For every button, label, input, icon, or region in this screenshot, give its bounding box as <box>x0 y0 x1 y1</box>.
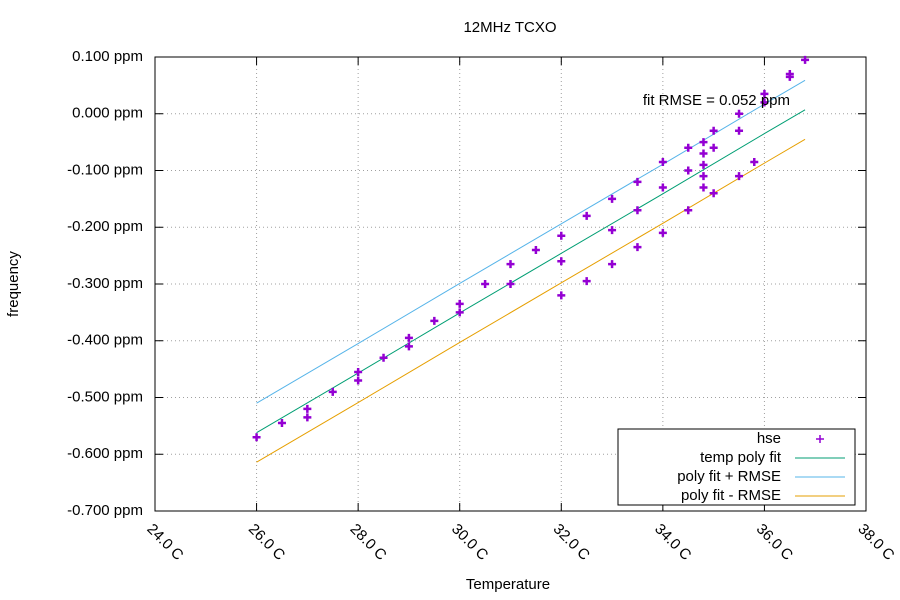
y-tick-label: -0.300 ppm <box>67 275 143 292</box>
annotation: fit RMSE = 0.052 ppm <box>643 92 790 109</box>
legend-swatch <box>816 435 824 443</box>
point <box>735 172 744 181</box>
y-tick-label: 0.100 ppm <box>72 48 143 65</box>
fit-line <box>256 138 806 463</box>
legend-label: poly fit + RMSE <box>677 468 781 485</box>
point <box>252 433 261 442</box>
chart-title: 12MHz TCXO <box>463 19 556 36</box>
point <box>404 342 413 351</box>
point <box>658 183 667 192</box>
y-tick-label: -0.100 ppm <box>67 161 143 178</box>
point <box>582 211 591 220</box>
x-tick-label: 32.0 C <box>550 521 593 564</box>
point <box>709 126 718 135</box>
x-tick-label: 34.0 C <box>651 521 694 564</box>
y-axis-label: frequency <box>5 251 22 317</box>
point <box>531 245 540 254</box>
y-tick-label: -0.200 ppm <box>67 218 143 235</box>
point <box>658 157 667 166</box>
x-tick-label: 38.0 C <box>854 521 897 564</box>
point <box>699 160 708 169</box>
point <box>699 149 708 158</box>
point <box>582 277 591 286</box>
x-tick-label: 26.0 C <box>245 521 288 564</box>
point <box>633 177 642 186</box>
point <box>735 109 744 118</box>
point <box>404 333 413 342</box>
point <box>379 353 388 362</box>
point <box>633 206 642 215</box>
point <box>455 299 464 308</box>
point <box>303 404 312 413</box>
y-tick-label: -0.400 ppm <box>67 332 143 349</box>
point <box>277 419 286 428</box>
point <box>557 291 566 300</box>
point <box>684 143 693 152</box>
x-tick-label: 28.0 C <box>347 521 390 564</box>
point <box>760 98 769 107</box>
point <box>785 72 794 81</box>
point <box>658 228 667 237</box>
point <box>699 138 708 147</box>
point <box>557 257 566 266</box>
legend-box <box>617 428 856 506</box>
point <box>354 367 363 376</box>
point <box>735 126 744 135</box>
x-tick-label: 24.0 C <box>143 521 186 564</box>
point <box>760 89 769 98</box>
point <box>506 280 515 288</box>
point <box>608 226 617 235</box>
point <box>506 260 515 269</box>
y-tick-label: -0.700 ppm <box>67 502 143 519</box>
point <box>430 316 439 325</box>
point <box>699 183 708 192</box>
point <box>709 189 718 198</box>
point <box>750 157 759 166</box>
point <box>801 55 810 64</box>
y-tick-label: 0.000 ppm <box>72 105 143 122</box>
x-tick-label: 30.0 C <box>448 521 491 564</box>
point <box>608 260 617 269</box>
legend-label: poly fit - RMSE <box>681 487 781 504</box>
y-tick-label: -0.500 ppm <box>67 388 143 405</box>
point <box>328 387 337 396</box>
point <box>557 231 566 240</box>
x-axis-label: Temperature <box>466 576 550 593</box>
point <box>303 413 312 422</box>
y-tick-label: -0.600 ppm <box>67 445 143 462</box>
point <box>354 376 363 385</box>
point <box>699 172 708 181</box>
point <box>608 194 617 203</box>
fit-line <box>256 109 806 434</box>
fit-line <box>256 79 806 404</box>
x-tick-label: 36.0 C <box>753 521 796 564</box>
point <box>455 308 464 317</box>
point <box>633 243 642 252</box>
legend-label: hse <box>757 430 781 447</box>
point <box>709 143 718 152</box>
point <box>481 280 490 288</box>
point <box>684 206 693 215</box>
point <box>684 166 693 175</box>
plot-border <box>154 56 867 512</box>
legend-label: temp poly fit <box>700 449 782 466</box>
